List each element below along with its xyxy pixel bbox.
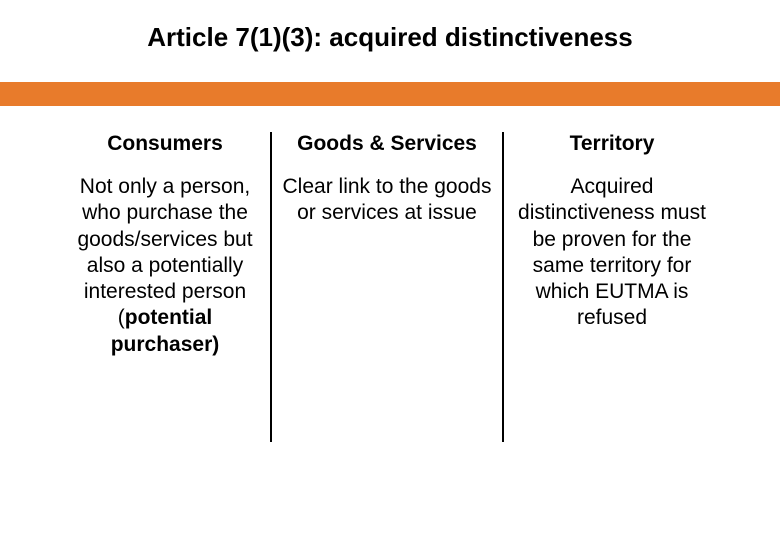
column-body-goods: Clear link to the goods or services at i… [282,174,492,227]
column-header-consumers: Consumers [70,132,260,156]
column-territory: Territory Acquired distinctiveness must … [504,132,720,442]
body-text: Clear link to the goods or services at i… [283,175,492,224]
column-header-territory: Territory [514,132,710,156]
body-text: Acquired distinctiveness must be proven … [518,175,706,329]
column-consumers: Consumers Not only a person, who purchas… [60,132,270,442]
column-body-territory: Acquired distinctiveness must be proven … [514,174,710,332]
accent-bar [0,82,780,106]
column-header-goods: Goods & Services [282,132,492,156]
slide-title: Article 7(1)(3): acquired distinctivenes… [0,22,780,53]
column-body-consumers: Not only a person, who purchase the good… [70,174,260,358]
body-bold: potential purchaser) [111,306,220,355]
column-goods: Goods & Services Clear link to the goods… [272,132,502,442]
slide: Article 7(1)(3): acquired distinctivenes… [0,0,780,540]
columns-container: Consumers Not only a person, who purchas… [60,132,720,442]
